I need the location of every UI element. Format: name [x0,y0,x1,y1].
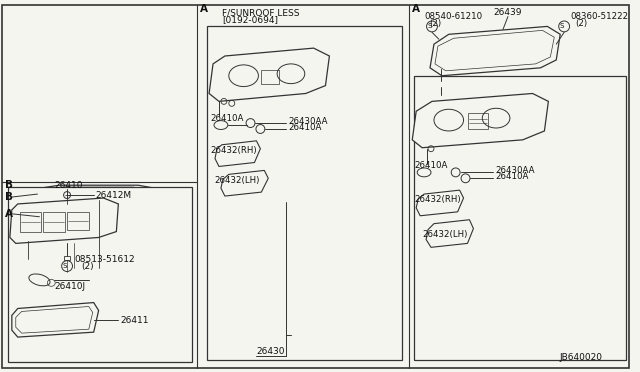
Text: 08513-51612: 08513-51612 [74,255,134,264]
Text: 26411: 26411 [120,316,149,325]
Text: 26410: 26410 [54,181,83,190]
Text: 26439: 26439 [493,8,522,17]
Polygon shape [430,26,560,76]
Polygon shape [221,170,268,196]
Text: 26432(LH): 26432(LH) [214,176,259,185]
Text: 26410J: 26410J [54,282,85,291]
Text: B: B [5,192,13,202]
Text: F/SUNROOF LESS: F/SUNROOF LESS [222,8,300,17]
Bar [414,76,627,360]
Text: 26430AA: 26430AA [288,116,328,126]
Bar [8,187,193,362]
Bar [20,212,42,231]
Text: 26410A: 26410A [495,172,529,181]
Polygon shape [141,200,166,234]
Text: S: S [63,263,67,269]
Polygon shape [38,200,74,243]
Text: JB640020: JB640020 [559,353,602,362]
Bar [207,26,403,360]
Text: [0192-0694]: [0192-0694] [222,15,278,24]
Text: 08540-61210: 08540-61210 [424,12,482,21]
Polygon shape [215,141,260,166]
Text: 26430: 26430 [257,347,285,356]
Polygon shape [426,220,474,247]
Text: 26432(LH): 26432(LH) [422,230,467,239]
Text: B: B [5,180,13,190]
Text: (2): (2) [81,262,93,270]
Text: S: S [428,23,432,29]
Bar [64,256,70,260]
Polygon shape [412,93,548,148]
Text: 26410A: 26410A [210,113,243,123]
Polygon shape [10,198,118,243]
Bar [468,113,488,129]
Polygon shape [12,302,99,337]
Text: 26410A: 26410A [414,161,447,170]
Polygon shape [29,187,170,249]
Text: S: S [559,23,564,29]
Text: 26412M: 26412M [95,190,132,199]
Text: 26432(RH): 26432(RH) [414,196,461,205]
Text: 08360-51222: 08360-51222 [570,12,628,21]
Polygon shape [209,48,330,102]
Polygon shape [12,185,182,268]
Polygon shape [99,202,143,246]
Circle shape [36,253,62,279]
Circle shape [139,252,166,280]
Text: 26430AA: 26430AA [495,166,534,175]
Text: A: A [200,4,208,14]
Polygon shape [416,190,463,216]
Text: 26410A: 26410A [288,124,321,132]
Text: A: A [412,4,420,14]
Text: (2): (2) [575,19,587,28]
Text: 26432(RH): 26432(RH) [210,146,257,155]
Text: (2): (2) [429,19,441,28]
Bar [67,212,89,230]
Text: A: A [5,209,13,219]
Bar [44,212,65,231]
Bar [261,70,279,84]
